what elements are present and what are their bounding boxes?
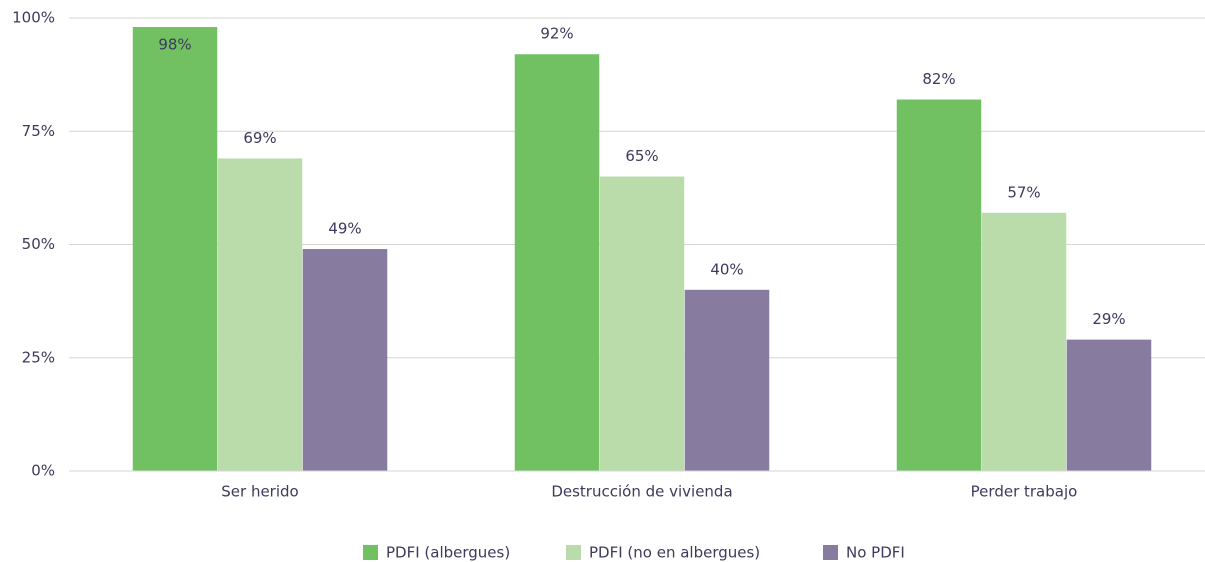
y-tick-label: 50% — [22, 235, 55, 253]
legend-label: No PDFI — [846, 544, 905, 562]
y-tick-label: 75% — [22, 122, 55, 140]
data-label: 40% — [710, 260, 743, 278]
bar — [896, 99, 982, 471]
y-tick-label: 100% — [12, 9, 55, 27]
bar — [302, 249, 388, 471]
legend-label: PDFI (no en albergues) — [589, 544, 760, 562]
bar — [981, 212, 1067, 472]
x-tick-label: Destrucción de vivienda — [551, 483, 732, 501]
legend-swatch — [823, 545, 838, 560]
data-label: 92% — [540, 25, 573, 43]
bar — [1066, 339, 1152, 471]
y-tick-label: 0% — [31, 462, 55, 480]
legend-swatch — [363, 545, 378, 560]
data-label: 82% — [922, 70, 955, 88]
data-label: 49% — [328, 220, 361, 238]
x-tick-label: Perder trabajo — [971, 483, 1078, 501]
x-tick-label: Ser herido — [221, 483, 298, 501]
data-label: 57% — [1007, 183, 1040, 201]
y-tick-label: 25% — [22, 348, 55, 366]
data-label: 98% — [158, 36, 191, 54]
legend-swatch — [566, 545, 581, 560]
data-label: 65% — [625, 147, 658, 165]
bar — [217, 158, 303, 471]
data-label: 69% — [243, 129, 276, 147]
data-label: 29% — [1092, 310, 1125, 328]
legend-label: PDFI (albergues) — [386, 544, 510, 562]
bar — [514, 54, 600, 472]
bar — [599, 176, 685, 472]
bar — [684, 289, 770, 471]
bar — [132, 27, 218, 472]
